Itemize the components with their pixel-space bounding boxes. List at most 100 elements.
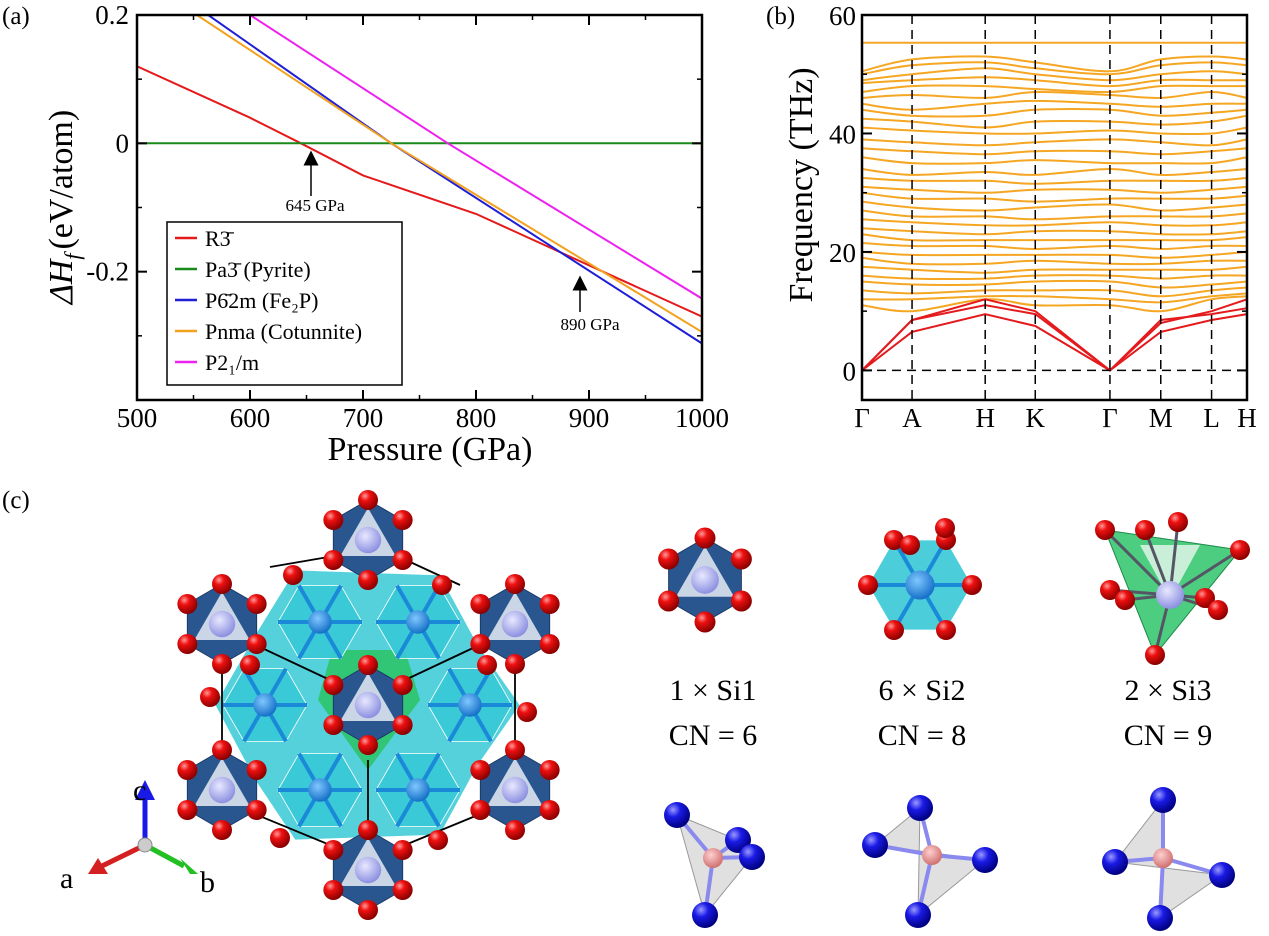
anion-tetrahedron <box>664 802 765 928</box>
panel-label-b: (b) <box>766 3 795 30</box>
optical-band-12 <box>861 147 1248 156</box>
si-atom <box>907 795 933 821</box>
si2-atom <box>253 693 277 717</box>
si2-count: 6 × Si2 <box>879 674 966 707</box>
si1-count: 1 × Si1 <box>670 674 757 707</box>
si3-atom <box>1156 581 1184 609</box>
oxygen-atom <box>1115 590 1135 610</box>
y-tick-label: 20 <box>829 238 856 268</box>
x-axis-title: Pressure (GPa) <box>328 431 533 468</box>
optical-band-20 <box>861 218 1248 227</box>
oxygen-atom <box>323 715 344 735</box>
oxygen-atom <box>283 565 303 585</box>
legend: R3̄ Pa3̄ (Pyrite) P6̄2m (Fe₂P) Pnma (Cotunn… <box>166 221 403 386</box>
optical-band-21 <box>861 227 1248 236</box>
si-atom <box>664 802 690 828</box>
oxygen-atom <box>270 828 290 848</box>
oxygen-atom <box>323 880 344 900</box>
kpoint-label: H <box>1237 403 1257 433</box>
si2-polyhedron <box>277 584 363 660</box>
x-tick-label: 500 <box>117 403 158 433</box>
oxygen-atom <box>392 510 413 530</box>
x-tick-label: 800 <box>456 403 497 433</box>
oxygen-atom <box>539 634 560 654</box>
si2-atom <box>406 778 430 802</box>
si-atom <box>1209 862 1235 888</box>
oxygen-atom <box>200 687 220 707</box>
oxygen-atom <box>358 490 378 510</box>
oxygen-atom <box>428 830 448 850</box>
oxygen-atom <box>177 634 198 654</box>
oxygen-atom <box>392 675 413 695</box>
optical-band-22 <box>861 233 1248 242</box>
optical-band-29 <box>861 286 1248 298</box>
legend-label-2: P6̄2m (Fe₂P) <box>205 288 318 313</box>
oxygen-atom <box>246 800 267 820</box>
si1-atom <box>208 776 236 804</box>
kpoint-label: Γ <box>854 403 870 433</box>
si2-polyhedron <box>277 752 363 828</box>
optical-band-7 <box>861 99 1248 111</box>
si1-atom <box>691 566 719 594</box>
kpoint-label: M <box>1149 403 1173 433</box>
kpoint-label: L <box>1203 403 1220 433</box>
oxygen-atom <box>1230 540 1250 560</box>
oxygen-atom <box>212 740 232 760</box>
x-tick-label: 600 <box>230 403 271 433</box>
series-line-0 <box>137 65 702 318</box>
si2-polyhedron <box>867 538 973 632</box>
oxygen-atom <box>539 800 560 820</box>
oxygen-atom <box>392 715 413 735</box>
si1-cn: CN = 6 <box>669 719 758 752</box>
x-tick-label: 1000 <box>675 403 729 433</box>
b-axis-arrowhead <box>180 858 198 874</box>
oxygen-atom <box>505 654 525 674</box>
c-axis-label: c <box>133 774 146 807</box>
phonon-bands <box>861 41 1248 372</box>
a-axis-arrow <box>100 842 147 869</box>
optical-band-4 <box>861 76 1247 88</box>
si-o-bond <box>1103 528 1172 597</box>
si1-atom <box>354 856 382 884</box>
si-atom <box>905 902 931 928</box>
panel-label-a: (a) <box>2 3 30 30</box>
oxygen-atom <box>505 740 525 760</box>
legend-label-3: Pnma (Cotunnite) <box>205 319 362 344</box>
optical-band-26 <box>861 265 1248 274</box>
oxygen-atom <box>470 634 491 654</box>
si3-cn: CN = 9 <box>1124 719 1213 752</box>
optical-band-23 <box>861 242 1248 251</box>
y-axis-title: ΔHf(eV/atom) <box>43 110 85 306</box>
si1-atom <box>354 691 382 719</box>
oxygen-atom <box>962 575 982 595</box>
optical-band-13 <box>861 156 1248 165</box>
enthalpy-series-lines <box>137 15 702 345</box>
oxygen-atom <box>323 510 344 530</box>
si1-octahedron <box>323 820 413 920</box>
optical-band-27 <box>861 274 1248 280</box>
optical-band-8 <box>861 108 1248 118</box>
enthalpy-chart: 500 600 700 800 900 1000 0.2 0 -0.2 Pressure (GP… <box>43 0 729 468</box>
kpoint-label: K <box>1026 403 1046 433</box>
oxygen-atom <box>212 820 232 840</box>
acoustic-band-0 <box>861 313 1248 372</box>
crystal-structure: c a b 1 × Si1 CN = 6 6 × Si2 CN = 8 2 × … <box>60 490 1250 931</box>
frequency-axis-title: Frequency (THz) <box>783 67 820 302</box>
si2-polyhedron <box>375 584 461 660</box>
si2-atom <box>406 610 430 634</box>
x-tick-label: 700 <box>343 403 384 433</box>
oxygen-atom <box>730 590 752 612</box>
si2-cn: CN = 8 <box>878 719 967 752</box>
center-atom <box>703 848 723 868</box>
optical-band-16 <box>861 185 1248 194</box>
si1-octahedron <box>177 574 267 674</box>
oxygen-atom <box>539 760 560 780</box>
oxygen-atom <box>1168 512 1188 532</box>
oxygen-atom <box>505 574 525 594</box>
oxygen-atom <box>936 620 956 641</box>
optical-band-2 <box>861 61 1248 76</box>
oxygen-atom <box>177 800 198 820</box>
si2-polyhedron <box>375 752 461 828</box>
si1-octahedron <box>470 740 560 840</box>
oxygen-atom <box>177 594 198 614</box>
